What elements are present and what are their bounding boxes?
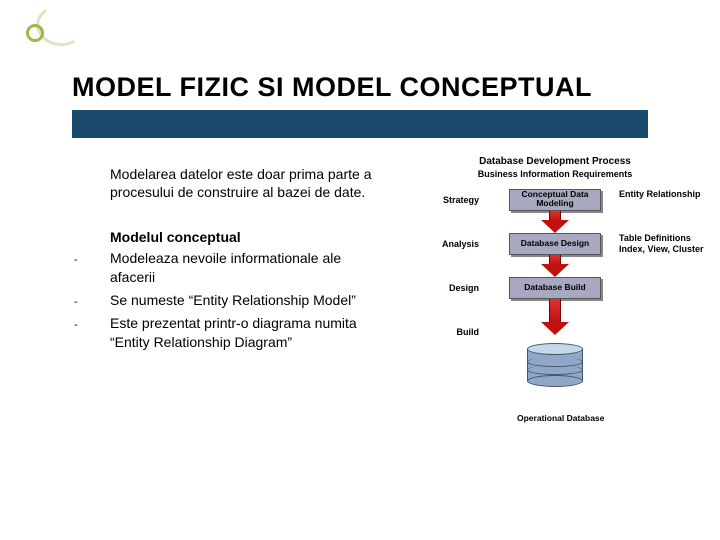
list-item: -Se numeste “Entity Relationship Model”	[110, 291, 390, 310]
stage-row: Strategy Conceptual Data Modeling Entity…	[405, 189, 705, 233]
diagram-title: Database Development Process	[405, 156, 705, 167]
bullet-list: -Modeleaza nevoile informationale ale af…	[110, 249, 390, 351]
stage-box: Database Design	[509, 233, 601, 255]
intro-text: Modelarea datelor este doar prima parte …	[110, 165, 390, 201]
page-title: MODEL FIZIC SI MODEL CONCEPTUAL	[72, 72, 592, 103]
stage-box: Conceptual Data Modeling	[509, 189, 601, 211]
stage-left-label: Build	[405, 327, 479, 337]
db-cylinder-row	[405, 343, 705, 413]
down-arrow-icon	[543, 255, 567, 277]
title-underline	[72, 110, 648, 138]
list-item: -Modeleaza nevoile informationale ale af…	[110, 249, 390, 287]
subheading: Modelul conceptual	[110, 229, 390, 245]
down-arrow-icon	[543, 211, 567, 233]
database-icon	[527, 343, 583, 387]
diagram-subtitle: Business Information Requirements	[405, 169, 705, 179]
stage-row: Analysis Database Design Table Definitio…	[405, 233, 705, 277]
down-arrow-icon	[543, 299, 567, 321]
stage-right-label: Entity Relationship	[619, 189, 705, 200]
diagram: Database Development Process Business In…	[405, 156, 705, 423]
stage-box: Database Build	[509, 277, 601, 299]
stage-left-label: Design	[405, 283, 479, 293]
db-label: Operational Database	[517, 413, 657, 423]
left-column: Modelarea datelor este doar prima parte …	[110, 165, 390, 356]
slide: MODEL FIZIC SI MODEL CONCEPTUAL Modelare…	[0, 0, 720, 540]
stage-right-label: Table Definitions Index, View, Cluster	[619, 233, 705, 255]
decor-swoosh	[33, 2, 87, 50]
stage-row: Design Database Build	[405, 277, 705, 321]
list-item: -Este prezentat printr-o diagrama numita…	[110, 314, 390, 352]
stage-row: Build	[405, 321, 705, 343]
stage-left-label: Analysis	[405, 239, 479, 249]
stage-left-label: Strategy	[405, 195, 479, 205]
